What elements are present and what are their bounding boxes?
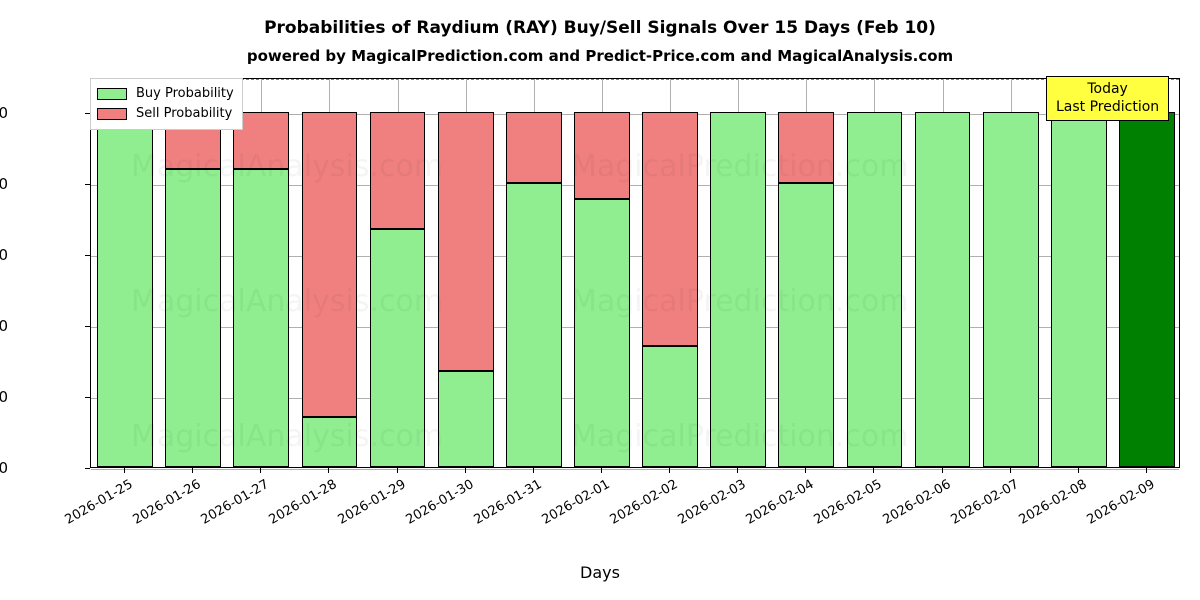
legend-swatch-sell-icon [97, 108, 127, 120]
bar-group[interactable] [1050, 77, 1107, 467]
y-tick-mark [85, 326, 90, 328]
x-tick-mark [669, 468, 671, 473]
y-tick-label: 20 [0, 388, 8, 407]
y-gridline [91, 256, 1179, 258]
bar-segment-buy[interactable] [710, 112, 767, 467]
bar-segment-sell[interactable] [301, 112, 358, 418]
bar-segment-buy[interactable] [574, 199, 630, 467]
bar-segment-sell[interactable] [369, 112, 426, 230]
today-annotation: Today Last Prediction [1046, 76, 1170, 121]
bar-segment-sell[interactable] [574, 112, 630, 200]
today-annotation-line1: Today [1087, 81, 1128, 97]
bar-segment-sell[interactable] [778, 112, 835, 184]
x-tick-mark [464, 468, 466, 473]
y-tick-mark [85, 468, 90, 469]
y-tick-label: 0 [0, 459, 8, 477]
bar-group[interactable] [505, 77, 562, 467]
bar-group[interactable] [437, 77, 494, 467]
x-tick-mark [1077, 468, 1079, 473]
bar-group[interactable] [1119, 77, 1175, 467]
bar-segment-today[interactable] [1119, 112, 1175, 467]
plot-area: MagicalAnalysis.comMagicalPrediction.com… [90, 77, 1180, 470]
chart-legend: Buy Probability Sell Probability [90, 78, 243, 130]
bar-segment-buy[interactable] [846, 112, 903, 467]
chart-subtitle: powered by MagicalPrediction.com and Pre… [246, 47, 954, 65]
legend-label-buy: Buy Probability [136, 86, 234, 101]
x-tick-mark [1145, 468, 1147, 473]
legend-item-buy: Buy Probability [97, 84, 234, 104]
bar-group[interactable] [710, 77, 767, 467]
bar-segment-buy[interactable] [233, 169, 290, 467]
bar-group[interactable] [233, 77, 290, 467]
y-gridline [91, 398, 1179, 400]
bar-segment-sell[interactable] [642, 112, 698, 347]
x-tick-mark [124, 468, 126, 473]
bar-segment-sell[interactable] [505, 112, 562, 184]
y-tick-label: 40 [0, 317, 8, 336]
bar-segment-sell[interactable] [437, 112, 494, 372]
x-tick-mark [1009, 468, 1011, 473]
x-tick-mark [600, 468, 602, 473]
bar-group[interactable] [574, 77, 630, 467]
bar-group[interactable] [165, 77, 222, 467]
today-annotation-line2: Last Prediction [1056, 99, 1160, 115]
bar-segment-buy[interactable] [369, 229, 426, 467]
bar-group[interactable] [778, 77, 835, 467]
bar-group[interactable] [369, 77, 426, 467]
legend-label-sell: Sell Probability [136, 106, 233, 121]
bar-segment-buy[interactable] [1050, 112, 1107, 467]
x-tick-mark [328, 468, 330, 473]
y-gridline [91, 185, 1179, 187]
y-gridline [91, 327, 1179, 329]
y-tick-mark [85, 397, 90, 399]
bar-segment-buy[interactable] [165, 169, 222, 467]
y-tick-label: 80 [0, 175, 8, 194]
x-tick-mark [941, 468, 943, 473]
y-gridline [91, 114, 1179, 116]
bar-group[interactable] [982, 77, 1039, 467]
x-tick-mark [873, 468, 875, 473]
x-tick-mark [192, 468, 194, 473]
bar-group[interactable] [301, 77, 358, 467]
x-tick-mark [532, 468, 534, 473]
chart-title: Probabilities of Raydium (RAY) Buy/Sell … [264, 18, 936, 38]
bar-group[interactable] [914, 77, 971, 467]
y-tick-mark [85, 255, 90, 257]
y-gridline [91, 469, 1179, 470]
x-tick-mark [805, 468, 807, 473]
bar-segment-buy[interactable] [914, 112, 971, 467]
bar-segment-buy[interactable] [778, 183, 835, 467]
bar-group[interactable] [642, 77, 698, 467]
bar-segment-buy[interactable] [97, 112, 153, 467]
x-tick-mark [396, 468, 398, 473]
bar-group[interactable] [846, 77, 903, 467]
y-tick-mark [85, 184, 90, 186]
bar-segment-buy[interactable] [437, 371, 494, 467]
y-tick-mark [85, 113, 90, 115]
y-tick-label: 60 [0, 246, 8, 265]
bar-segment-buy[interactable] [301, 417, 358, 467]
x-tick-mark [737, 468, 739, 473]
y-tick-label: 100 [0, 104, 8, 123]
reference-dashed-line [91, 79, 1179, 80]
x-tick-mark [260, 468, 262, 473]
bar-segment-buy[interactable] [642, 346, 698, 467]
bar-group[interactable] [97, 77, 153, 467]
bar-segment-buy[interactable] [982, 112, 1039, 467]
legend-swatch-buy-icon [97, 88, 127, 100]
x-axis-label: Days [580, 563, 620, 582]
legend-item-sell: Sell Probability [97, 104, 234, 124]
bar-segment-buy[interactable] [505, 183, 562, 467]
